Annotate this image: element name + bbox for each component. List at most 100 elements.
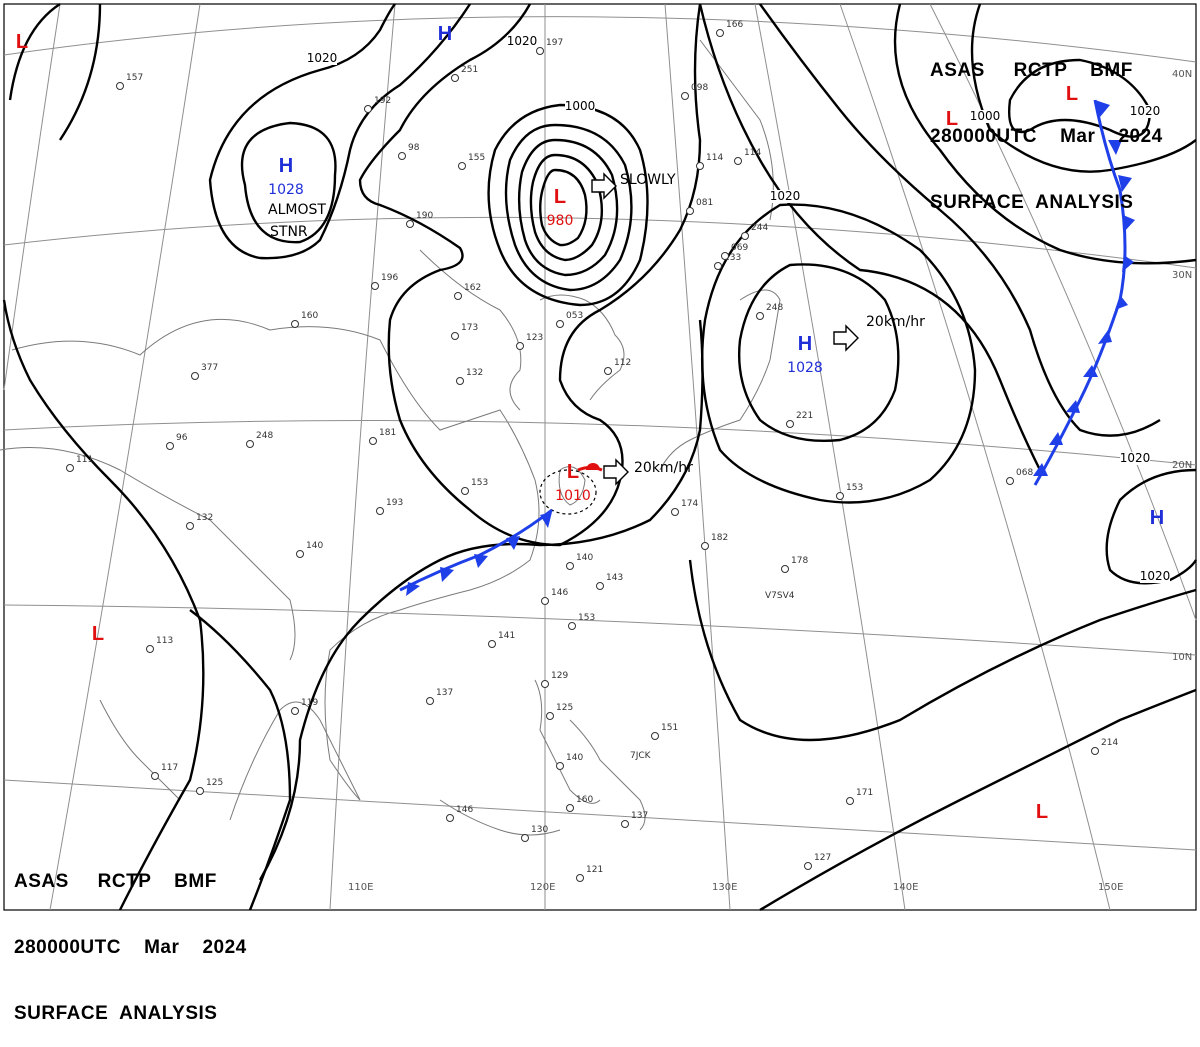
low-pressure-icon: L bbox=[946, 108, 958, 130]
station-pressure: 140 bbox=[576, 553, 593, 563]
station-circle bbox=[191, 372, 199, 380]
isobar-label: 1020 bbox=[1120, 451, 1151, 465]
pressure-value: 1028 bbox=[787, 360, 823, 376]
station-pressure: 173 bbox=[461, 323, 478, 333]
station-circle bbox=[146, 645, 154, 653]
station-circle bbox=[556, 762, 564, 770]
station-pressure: 160 bbox=[576, 795, 593, 805]
station-circle bbox=[398, 152, 406, 160]
station-circle bbox=[446, 814, 454, 822]
header-top-line-3: SURFACE ANALYSIS bbox=[930, 192, 1134, 213]
longitude-label: 120E bbox=[530, 882, 555, 893]
station-circle bbox=[488, 640, 496, 648]
station-circle bbox=[516, 342, 524, 350]
station-circle bbox=[406, 220, 414, 228]
station-pressure: 190 bbox=[416, 211, 433, 221]
station-pressure: 166 bbox=[726, 20, 743, 30]
header-top-line-1: ASAS RCTP BMF bbox=[930, 60, 1133, 81]
motion-label: SLOWLY bbox=[620, 172, 676, 188]
latitude-labels: 40N 30N 20N 10N bbox=[1172, 69, 1192, 663]
station-circle bbox=[456, 377, 464, 385]
station-circle bbox=[151, 772, 159, 780]
station-pressure: 196 bbox=[381, 273, 398, 283]
station-pressure: 053 bbox=[566, 311, 583, 321]
station-pressure: 162 bbox=[464, 283, 481, 293]
station-circle bbox=[364, 105, 372, 113]
graticule bbox=[3, 3, 1197, 911]
station-pressure: 141 bbox=[498, 631, 515, 641]
station-circle bbox=[536, 47, 544, 55]
station-circle bbox=[836, 492, 844, 500]
motion-arrow-high bbox=[833, 324, 859, 352]
station-circle bbox=[461, 487, 469, 495]
latitude-label: 10N bbox=[1172, 652, 1192, 663]
warm-front-bump bbox=[586, 463, 600, 470]
cold-front-barbs-south bbox=[406, 512, 552, 596]
isobar-label: 1000 bbox=[970, 109, 1001, 123]
isobar-label-bg bbox=[1130, 105, 1160, 118]
parallel-40n bbox=[3, 16, 1197, 63]
low-pressure-icon: L bbox=[1066, 83, 1078, 105]
station-circle bbox=[66, 464, 74, 472]
station-circle bbox=[781, 565, 789, 573]
isobar-east-2 bbox=[759, 3, 1161, 437]
isobar-label: 1020 bbox=[507, 34, 538, 48]
meridian-140e bbox=[754, 3, 906, 911]
station-circle bbox=[741, 232, 749, 240]
station-pressure: 068 bbox=[1016, 468, 1033, 478]
station-pressure: 174 bbox=[681, 499, 698, 509]
station-circle bbox=[568, 622, 576, 630]
isobar-outer-2 bbox=[189, 609, 292, 911]
isobar-1020-north bbox=[358, 3, 702, 547]
station-pressure: 117 bbox=[161, 763, 178, 773]
station-circle bbox=[296, 550, 304, 558]
station-circle bbox=[566, 562, 574, 570]
station-pressure: 96 bbox=[176, 433, 188, 443]
station-pressure: 153 bbox=[578, 613, 595, 623]
station-pressure: 123 bbox=[526, 333, 543, 343]
station-circle bbox=[371, 282, 379, 290]
station-circle bbox=[1006, 477, 1014, 485]
parallel-10n bbox=[3, 604, 1197, 656]
station-circle bbox=[651, 732, 659, 740]
station-pressure: 125 bbox=[556, 703, 573, 713]
cold-front-barbs-east bbox=[1033, 100, 1135, 476]
isobar-east-1 bbox=[698, 3, 1042, 471]
isobar-1000-ne bbox=[1008, 58, 1152, 138]
isobar-label: 1020 bbox=[1130, 104, 1161, 118]
station-pressure: 178 bbox=[791, 556, 808, 566]
station-circle bbox=[166, 442, 174, 450]
station-pressure: 119 bbox=[301, 698, 318, 708]
weather-chart: 157 251 192 197 166 98 155 190 196 162 173 160 377 24… bbox=[0, 2, 1198, 912]
station-circle bbox=[804, 862, 812, 870]
high-pressure-icon: H bbox=[798, 333, 812, 355]
station-pressure: 140 bbox=[566, 753, 583, 763]
isobar-west-top-2 bbox=[59, 3, 102, 141]
motion-texts: ALMOST STNR SLOWLY 20km/hr 20km/hr bbox=[268, 172, 925, 476]
longitude-label: 130E bbox=[712, 882, 737, 893]
station-pressure: 181 bbox=[379, 428, 396, 438]
isobar-label-bg bbox=[1120, 452, 1150, 465]
pressure-centers: H 1028 H 1028 H L 980 L 1010 H L L L L L bbox=[16, 23, 1164, 823]
station-pressure: 146 bbox=[551, 588, 568, 598]
isobar-label-bg bbox=[307, 52, 337, 65]
isobar-label-bg bbox=[507, 35, 537, 48]
isobars bbox=[2, 2, 1198, 912]
isobar-pacific bbox=[688, 559, 1197, 742]
meridian-130e bbox=[664, 3, 731, 911]
high-pressure-icon: H bbox=[438, 23, 452, 45]
motion-label: 20km/hr bbox=[866, 314, 925, 330]
station-pressure: 125 bbox=[206, 778, 223, 788]
isobar-984 bbox=[539, 168, 588, 247]
station-circle bbox=[566, 804, 574, 812]
isobar-1024 bbox=[738, 263, 900, 442]
station-circle bbox=[734, 157, 742, 165]
isobar-992 bbox=[517, 138, 619, 277]
station-pressure: 069 bbox=[731, 243, 748, 253]
station-pressure: 182 bbox=[711, 533, 728, 543]
isobar-996 bbox=[504, 123, 633, 292]
station-pressure: 114 bbox=[706, 153, 723, 163]
station-circle bbox=[556, 320, 564, 328]
isobar-label: 1020 bbox=[1140, 569, 1171, 583]
station-pressure: 113 bbox=[156, 636, 173, 646]
